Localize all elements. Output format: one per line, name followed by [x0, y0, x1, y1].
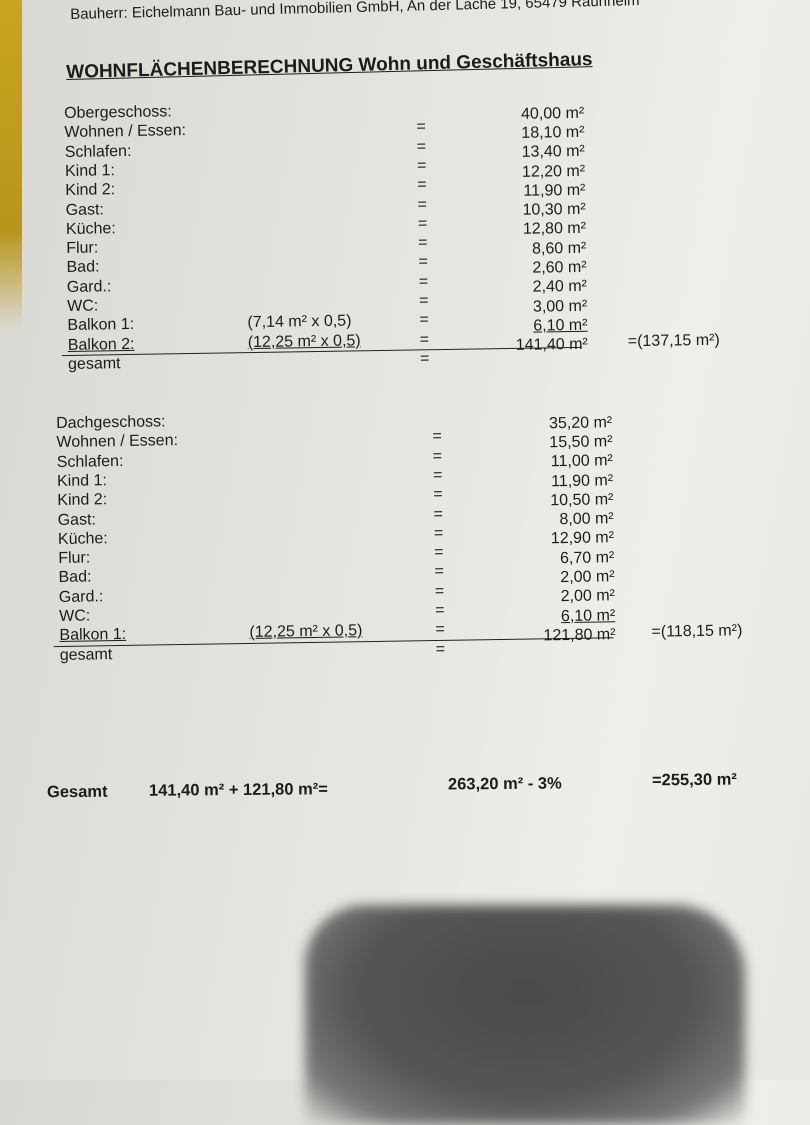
equals-sign: =: [419, 330, 430, 349]
row-label: WC:: [67, 297, 99, 315]
equals-sign: =: [418, 272, 429, 291]
row-value: 6,70 m²: [559, 548, 615, 567]
row-label: Kind 1:: [56, 472, 107, 490]
summary-label: Gesamt: [46, 782, 108, 802]
equals-sign: =: [417, 176, 427, 194]
section-heading: Dachgeschoss:: [56, 413, 166, 432]
row-label: Balkon 1:: [59, 626, 127, 645]
row-value: 35,20 m²: [548, 413, 613, 432]
row-value: 18,10 m²: [521, 123, 585, 142]
row-value: 12,80 m²: [522, 220, 587, 239]
row-value: 6,10 m²: [560, 606, 616, 625]
row-value: 10,30 m²: [522, 200, 586, 219]
row-label: Küche:: [57, 530, 108, 548]
row-label: Küche:: [65, 220, 116, 238]
row-value: 6,10 m²: [533, 316, 588, 335]
equals-sign: =: [432, 447, 443, 465]
row-label: Flur:: [58, 549, 91, 568]
equals-sign: =: [434, 544, 444, 562]
row-label: Gard.:: [66, 277, 112, 296]
row-label: Gast:: [65, 200, 105, 219]
equals-sign: =: [416, 137, 427, 156]
row-value: 15,50 m²: [549, 433, 613, 452]
equals-sign: =: [419, 311, 429, 329]
section-dachgeschoss: Dachgeschoss: Wohnen / Essen: = Schlafen: = K…: [53, 404, 780, 695]
row-label: Schlafen:: [64, 142, 132, 161]
row-label: Flur:: [66, 239, 99, 258]
equals-sign: =: [432, 466, 443, 484]
row-label: WC:: [59, 607, 91, 625]
balcony-formula: (7,14 m² x 0,5): [247, 312, 352, 332]
equals-sign: =: [434, 582, 445, 600]
section-obergeschoss: Obergeschoss: Wohnen / Essen: = Schlafen: = K…: [61, 94, 768, 385]
row-value: 40,00 m²: [520, 104, 585, 123]
row-label: Balkon 2:: [67, 335, 135, 354]
summary-sum: 141,40 m² + 121,80 m²=: [148, 780, 328, 800]
row-label: Bad:: [58, 568, 92, 587]
equals-sign: =: [435, 621, 445, 639]
equals-sign: =: [433, 505, 444, 523]
client-header: Bauherr: Eichelmann Bau- und Immobilien …: [70, 0, 640, 23]
equals-sign: =: [416, 157, 427, 175]
yellow-edge: [0, 0, 22, 330]
total-alt: =(118,15 m²): [651, 622, 743, 641]
total-alt: =(137,15 m²): [627, 331, 720, 351]
row-value: 11,90 m²: [551, 471, 614, 490]
summary-result: =255,30 m²: [651, 770, 737, 790]
equals-sign: =: [435, 640, 446, 658]
row-label: Kind 2:: [65, 181, 116, 200]
row-value: 10,50 m²: [550, 491, 614, 510]
row-label: Kind 2:: [57, 491, 108, 510]
balcony-formula: (12,25 m² x 0,5): [247, 331, 361, 351]
row-value: 2,40 m²: [532, 278, 588, 297]
balcony-formula: (12,25 m² x 0,5): [249, 622, 363, 642]
row-label: Bad:: [66, 258, 100, 277]
row-label: Balkon 1:: [67, 316, 135, 335]
equals-sign: =: [418, 253, 428, 271]
hand-shadow: [305, 905, 745, 1125]
total-value: 141,40 m²: [515, 336, 588, 355]
row-value: 11,00 m²: [550, 452, 613, 471]
row-value: 13,40 m²: [521, 143, 585, 162]
row-value: 12,20 m²: [521, 162, 586, 181]
total-label: gesamt: [59, 645, 113, 664]
equals-sign: =: [417, 215, 428, 233]
row-label: Gast:: [57, 510, 97, 529]
row-value: 2,00 m²: [560, 568, 615, 587]
equals-sign: =: [419, 350, 430, 368]
equals-sign: =: [433, 524, 444, 542]
equals-sign: =: [432, 428, 442, 446]
row-value: 12,90 m²: [550, 529, 615, 548]
row-label: Gard.:: [58, 587, 104, 606]
equals-sign: =: [433, 486, 443, 504]
equals-sign: =: [417, 195, 428, 213]
row-value: 11,90 m²: [523, 181, 586, 200]
equals-sign: =: [418, 292, 429, 310]
row-value: 8,60 m²: [531, 239, 587, 258]
equals-sign: =: [418, 234, 428, 252]
summary-total: 263,20 m² - 3%: [447, 774, 562, 794]
equals-sign: =: [434, 563, 444, 581]
document-title: WOHNFLÄCHENBERECHNUNG Wohn und Geschäfts…: [66, 49, 593, 83]
row-value: 3,00 m²: [532, 297, 588, 316]
row-value: 8,00 m²: [559, 510, 614, 529]
row-value: 2,00 m²: [560, 587, 616, 606]
row-value: 2,60 m²: [532, 258, 587, 277]
total-value: 121,80 m²: [543, 626, 616, 645]
section-heading: Obergeschoss:: [64, 103, 172, 122]
row-label: Wohnen / Essen:: [64, 122, 187, 142]
equals-sign: =: [434, 601, 445, 620]
row-label: Kind 1:: [64, 162, 115, 180]
total-label: gesamt: [67, 355, 121, 373]
row-label: Schlafen:: [56, 452, 124, 471]
equals-sign: =: [416, 118, 426, 136]
row-label: Wohnen / Essen:: [56, 432, 179, 452]
